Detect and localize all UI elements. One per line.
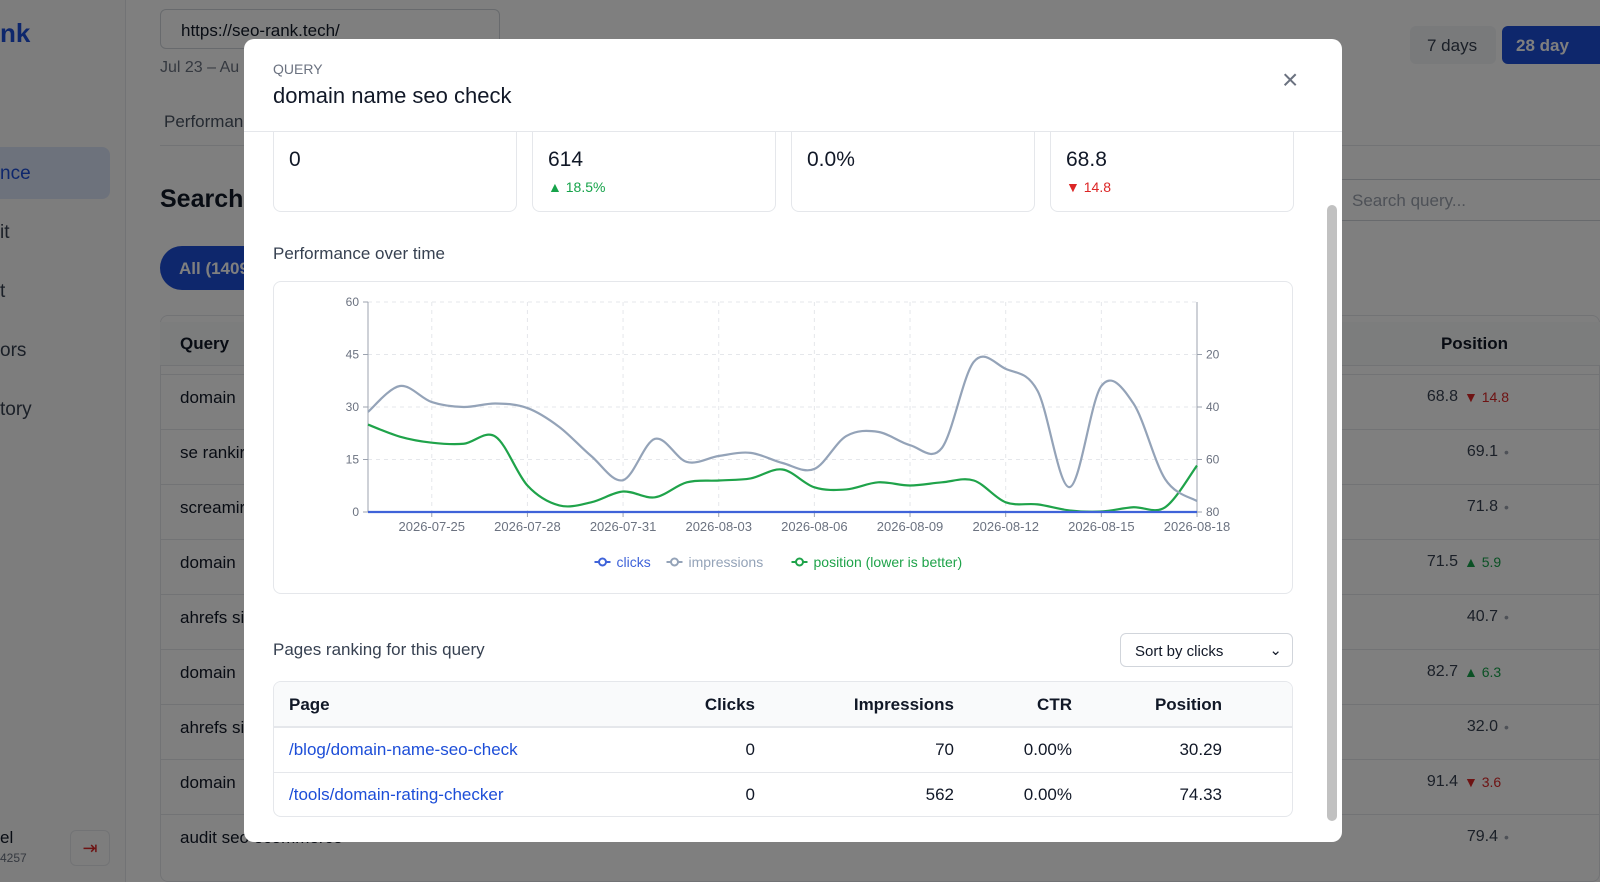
x-tick-label: 2026-07-31 <box>590 519 657 534</box>
stat-value: 0 <box>289 148 301 171</box>
page-link[interactable]: /blog/domain-name-seo-check <box>289 740 518 759</box>
series-line <box>367 355 1198 503</box>
legend-marker <box>598 557 607 567</box>
th: Position <box>1154 695 1222 714</box>
stat-value: 0.0% <box>807 148 855 171</box>
stat-change: ▼ 14.8 <box>1066 179 1111 195</box>
cell: 0.00% <box>1023 785 1072 804</box>
chart-heading: Performance over time <box>273 244 445 263</box>
cell: 0.00% <box>1023 740 1072 759</box>
chart-card: 2026-07-25 2026-07-28 2026-07-31 2026-08-03… <box>273 281 1293 594</box>
stat-card: 614 ▲ 18.5% <box>532 132 776 212</box>
header-line <box>244 131 1342 132</box>
chart: 2026-07-25 2026-07-28 2026-07-31 2026-08-03… <box>346 295 1231 570</box>
legend-label: impressions <box>689 554 764 570</box>
change-value: 14.8 <box>1083 179 1111 195</box>
y-tick-label: 0 <box>352 505 359 519</box>
x-tick-label: 2026-08-15 <box>1068 519 1135 534</box>
x-tick-label: 2026-08-18 <box>1164 519 1231 534</box>
series-line <box>367 423 1198 513</box>
arrow: ▼ <box>1066 179 1084 195</box>
change-value: 18.5% <box>565 179 606 195</box>
cell: 70 <box>935 740 954 759</box>
pages-header <box>274 682 1292 727</box>
cell: 0 <box>745 785 755 804</box>
close-button[interactable]: × <box>1282 64 1299 95</box>
cell: 30.29 <box>1179 740 1222 759</box>
legend-marker <box>795 557 804 567</box>
stat-change: ▲ 18.5% <box>548 179 605 195</box>
stat-value: 68.8 <box>1066 148 1107 171</box>
y-tick-label: 45 <box>346 348 360 362</box>
cell: 0 <box>745 740 755 759</box>
stat-value: 614 <box>548 148 584 171</box>
stat-card: 68.8 ▼ 14.8 <box>1050 132 1294 212</box>
legend-label: position (lower is better) <box>814 554 963 570</box>
modal-label: QUERY <box>273 61 323 77</box>
modal-title: domain name seo check <box>273 83 512 108</box>
th: Clicks <box>704 695 755 714</box>
row-line <box>274 727 1292 728</box>
y2-tick-label: 40 <box>1206 400 1220 414</box>
pages-table: Page Clicks Impressions CTR Position/blog/do… <box>273 681 1293 817</box>
page-link[interactable]: /tools/domain-rating-checker <box>289 785 504 804</box>
y2-tick-label: 20 <box>1206 348 1220 362</box>
y2-tick-label: 60 <box>1206 453 1220 467</box>
scroll-thumb[interactable] <box>1327 205 1337 821</box>
th: Page <box>289 695 330 714</box>
x-tick-label: 2026-08-06 <box>781 519 848 534</box>
modal: QUERY domain name seo check × 0 614 ▲ 18.5… <box>244 39 1342 842</box>
stat-card: 0.0% <box>791 132 1035 212</box>
pages-heading: Pages ranking for this query <box>273 640 485 659</box>
stat-card: 0 <box>273 132 517 212</box>
y-tick-label: 15 <box>346 453 360 467</box>
legend-label: clicks <box>617 554 651 570</box>
modal-body: 0 614 ▲ 18.5% 0.0% 68.8 ▼ 14.8 Performance ov… <box>244 132 1342 842</box>
chevron: ⌄ <box>1269 642 1282 659</box>
th: CTR <box>1037 695 1072 714</box>
y2-tick-label: 80 <box>1206 505 1220 519</box>
sort-label: Sort by clicks <box>1135 643 1224 660</box>
x-tick-label: 2026-07-28 <box>494 519 561 534</box>
arrow: ▲ <box>548 179 566 195</box>
sort-select[interactable]: Sort by clicks ⌄ <box>1120 633 1293 667</box>
y-tick-label: 60 <box>346 295 360 309</box>
th: Impressions <box>853 695 954 714</box>
x-tick-label: 2026-08-09 <box>877 519 944 534</box>
x-tick-label: 2026-08-12 <box>972 519 1039 534</box>
cell: 74.33 <box>1179 785 1222 804</box>
row-line <box>274 772 1292 773</box>
legend-marker <box>670 557 679 567</box>
x-tick-label: 2026-08-03 <box>685 519 752 534</box>
x-tick-label: 2026-07-25 <box>399 519 466 534</box>
y-tick-label: 30 <box>346 400 360 414</box>
cell: 562 <box>925 785 954 804</box>
scrollbar[interactable] <box>1325 139 1339 839</box>
